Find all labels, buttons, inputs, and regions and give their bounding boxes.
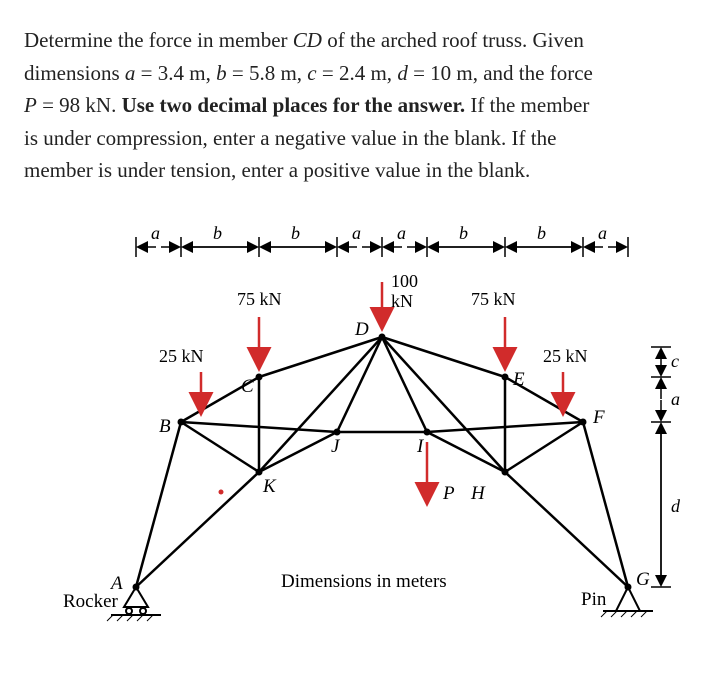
node-K: K — [262, 476, 277, 497]
member-name: CD — [293, 28, 322, 52]
dim-a: a — [671, 389, 680, 409]
node-H: H — [470, 483, 486, 504]
dim-b: b — [213, 223, 222, 243]
text: is under compression, enter a negative v… — [24, 126, 556, 150]
dim-b: b — [537, 223, 546, 243]
force-100a: 100 — [391, 271, 418, 291]
dim-c: c — [671, 351, 679, 371]
node-D: D — [354, 319, 369, 340]
node-P: P — [442, 483, 455, 504]
force-75: 75 kN — [471, 289, 516, 309]
text: Determine the force in member — [24, 28, 293, 52]
text: = 10 m, and the force — [408, 61, 593, 85]
force-25: 25 kN — [543, 346, 588, 366]
var-a: a — [125, 61, 136, 85]
force-25: 25 kN — [159, 346, 204, 366]
support-rocker: Rocker — [63, 591, 119, 612]
dim-b: b — [459, 223, 468, 243]
dim-a: a — [598, 223, 607, 243]
node-C: C — [241, 376, 254, 397]
text: = 5.8 m, — [227, 61, 308, 85]
text: = 3.4 m, — [135, 61, 216, 85]
text: = 2.4 m, — [317, 61, 398, 85]
var-P: P — [24, 93, 37, 117]
node-B: B — [159, 416, 171, 437]
force-100b: kN — [391, 291, 413, 311]
problem-statement: Determine the force in member CD of the … — [24, 24, 697, 187]
dim-a: a — [151, 223, 160, 243]
text: dimensions — [24, 61, 125, 85]
node-F: F — [592, 407, 605, 428]
var-b: b — [216, 61, 227, 85]
bold-instruction: Use two decimal places for the answer. — [122, 93, 466, 117]
text: of the arched roof truss. Given — [322, 28, 584, 52]
var-d: d — [397, 61, 408, 85]
dim-b: b — [291, 223, 300, 243]
node-G: G — [636, 569, 650, 590]
truss-diagram: a b b a a b b a c a d — [41, 207, 681, 627]
caption: Dimensions in meters — [281, 571, 447, 592]
text: member is under tension, enter a positiv… — [24, 158, 530, 182]
dim-a: a — [397, 223, 406, 243]
node-I: I — [416, 436, 425, 457]
dim-a: a — [352, 223, 361, 243]
dim-d: d — [671, 496, 681, 516]
text: = 98 kN. — [37, 93, 122, 117]
var-c: c — [307, 61, 316, 85]
support-pin: Pin — [581, 589, 607, 610]
node-J: J — [331, 436, 341, 457]
node-E: E — [512, 369, 525, 390]
text: If the member — [465, 93, 589, 117]
force-75: 75 kN — [237, 289, 282, 309]
